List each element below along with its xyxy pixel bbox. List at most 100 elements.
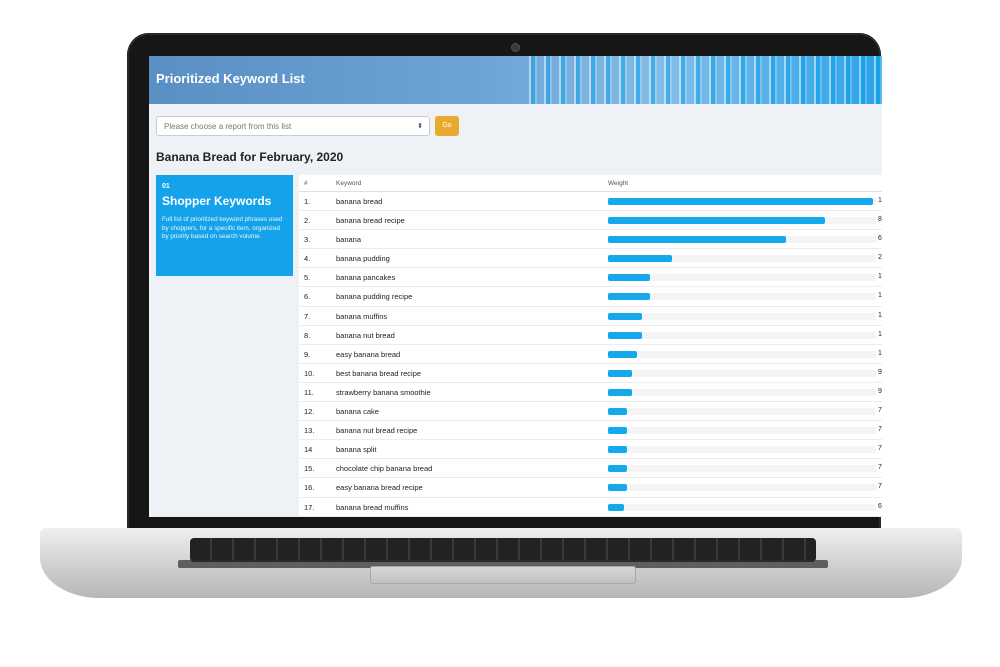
row-weight-value: 1 [878,330,882,338]
row-weight-value: 7 [878,445,882,453]
weight-track [608,331,876,339]
weight-bar [608,427,627,435]
row-number: 9. [304,349,311,359]
weight-bar [608,331,643,339]
laptop-keyboard [190,538,816,562]
weight-bar [608,255,672,263]
row-weight-value: 7 [878,464,882,472]
weight-track [608,427,876,435]
weight-track [608,484,876,492]
keyword-table: # Keyword Weight 1. banana bread 1 2. banana… [299,175,882,517]
weight-track [608,388,876,396]
column-header-keyword: Keyword [336,180,362,187]
weight-bar [608,312,643,320]
row-weight-value: 1 [878,349,882,357]
table-row: 9. easy banana bread 1 [299,345,882,364]
row-weight-value: 9 [878,387,882,395]
weight-track [608,408,876,416]
weight-track [608,217,876,225]
row-weight-value: 1 [878,292,882,300]
weight-bar [608,408,627,416]
row-weight-value: 1 [878,273,882,281]
card-description: Full list of prioritized keyword phrases… [162,216,283,241]
table-row: 11. strawberry banana smoothie 9 [299,383,882,403]
table-header: # Keyword Weight [299,175,882,192]
row-weight-value: 1 [878,197,882,204]
row-number: 13. [304,426,315,436]
header-pattern [522,56,882,104]
column-header-weight: Weight [608,180,629,187]
row-weight-value: 7 [878,483,882,491]
row-number: 1. [304,197,311,206]
row-keyword: easy banana bread recipe [336,483,423,493]
weight-bar [608,198,873,205]
table-row: 3. banana 6 [299,230,882,250]
weight-bar [608,388,632,396]
table-row: 4. banana pudding 2 [299,249,882,269]
page-title: Prioritized Keyword List [156,71,305,86]
weight-track [608,503,876,511]
sort-caret-icon: ⬍ [417,123,423,130]
row-weight-value: 7 [878,407,882,415]
weight-bar [608,446,627,454]
weight-track [608,350,876,358]
row-keyword: banana [336,235,362,245]
weight-track [608,465,876,473]
row-keyword: banana nut bread recipe [336,426,418,436]
report-select-placeholder: Please choose a report from this list [164,122,292,131]
weight-bar [608,369,632,377]
table-body: 1. banana bread 1 2. banana bread recipe 8 3. b… [299,192,882,517]
app-header: Prioritized Keyword List [149,56,882,104]
go-button[interactable]: Go [435,116,459,136]
weight-bar [608,503,624,511]
table-row: 8. banana nut bread 1 [299,326,882,345]
row-weight-value: 8 [878,216,882,224]
row-keyword: chocolate chip banana bread [336,464,433,474]
weight-track [608,255,876,263]
report-title: Banana Bread for February, 2020 [156,150,344,164]
row-keyword: banana split [336,445,377,455]
shopper-keywords-card: 01 Shopper Keywords Full list of priorit… [156,175,293,276]
row-number: 6. [304,292,311,302]
row-number: 2. [304,216,311,226]
weight-bar [608,236,786,244]
weight-track [608,293,876,301]
row-number: 5. [304,273,311,283]
row-keyword: banana nut bread [336,330,395,340]
weight-track [608,369,876,377]
weight-track [608,198,876,205]
table-row: 5. banana pancakes 1 [299,268,882,288]
table-row: 10. best banana bread recipe 9 [299,364,882,383]
row-keyword: banana bread muffins [336,502,409,512]
row-number: 11. [304,387,314,397]
row-keyword: strawberry banana smoothie [336,387,431,397]
row-number: 12. [304,407,315,417]
row-weight-value: 6 [878,235,882,243]
weight-bar [608,484,627,492]
column-header-number: # [304,180,308,187]
table-row: 15. chocolate chip banana bread 7 [299,459,882,479]
row-keyword: banana pudding recipe [336,292,413,302]
row-keyword: best banana bread recipe [336,368,422,378]
row-keyword: banana muffins [336,311,388,321]
camera-icon [511,43,520,52]
row-number: 3. [304,235,311,245]
weight-bar [608,465,627,473]
row-weight-value: 6 [878,502,882,510]
laptop-trackpad [370,566,636,584]
row-number: 10. [304,368,315,378]
table-row: 13. banana nut bread recipe 7 [299,421,882,441]
table-row: 12. banana cake 7 [299,402,882,422]
table-row: 6. banana pudding recipe 1 [299,287,882,307]
row-number: 15. [304,464,315,474]
report-select[interactable]: Please choose a report from this list ⬍ [156,116,430,136]
weight-bar [608,293,651,301]
card-number: 01 [162,183,170,190]
row-weight-value: 7 [878,426,882,434]
row-keyword: easy banana bread [336,349,401,359]
weight-bar [608,350,638,358]
weight-bar [608,217,826,225]
row-weight-value: 1 [878,311,882,319]
weight-track [608,312,876,320]
row-number: 16. [304,483,315,493]
